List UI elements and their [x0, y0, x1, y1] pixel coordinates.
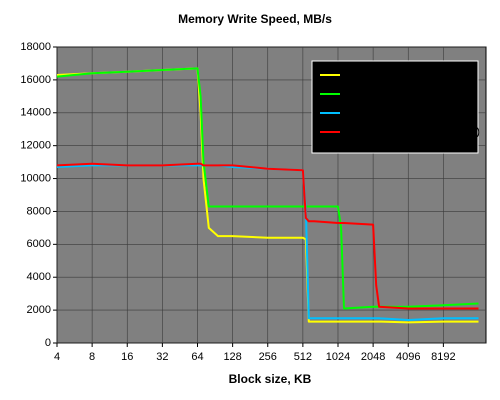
y-tick-label: 2000 [27, 304, 51, 316]
x-tick-label: 256 [259, 351, 277, 363]
x-tick-label: 2048 [361, 351, 385, 363]
series-line [56, 162, 479, 310]
legend-label: Pentium 4 3.2 [346, 107, 414, 119]
x-tick-label: 32 [156, 351, 168, 363]
legend-label: Athlon 64 FX-51 [346, 88, 426, 100]
y-tick-label: 16000 [20, 74, 51, 86]
x-tick-label: 1024 [326, 351, 350, 363]
y-tick-label: 14000 [20, 107, 51, 119]
x-tick-label: 8 [89, 351, 95, 363]
y-tick-label: 8000 [27, 205, 51, 217]
x-tick-label: 512 [294, 351, 312, 363]
legend-label: Athlon XP 3200+ [346, 69, 429, 81]
x-tick-label: 4096 [396, 351, 420, 363]
chart-title: Memory Write Speed, MB/s [178, 12, 332, 26]
y-tick-label: 6000 [27, 238, 51, 250]
y-tick-label: 0 [45, 337, 51, 349]
y-tick-label: 4000 [27, 271, 51, 283]
x-axis-label: Block size, KB [229, 372, 312, 386]
x-tick-label: 4 [54, 351, 60, 363]
legend-box [311, 60, 479, 154]
y-tick-label: 12000 [20, 140, 51, 152]
x-tick-label: 128 [223, 351, 241, 363]
y-tick-label: 10000 [20, 172, 51, 184]
x-tick-label: 16 [121, 351, 133, 363]
x-tick-label: 8192 [431, 351, 455, 363]
legend-label: Pentium 4 3.2 EE (2MB L3) [346, 126, 480, 138]
x-tick-label: 64 [191, 351, 203, 363]
y-tick-label: 18000 [20, 41, 51, 53]
